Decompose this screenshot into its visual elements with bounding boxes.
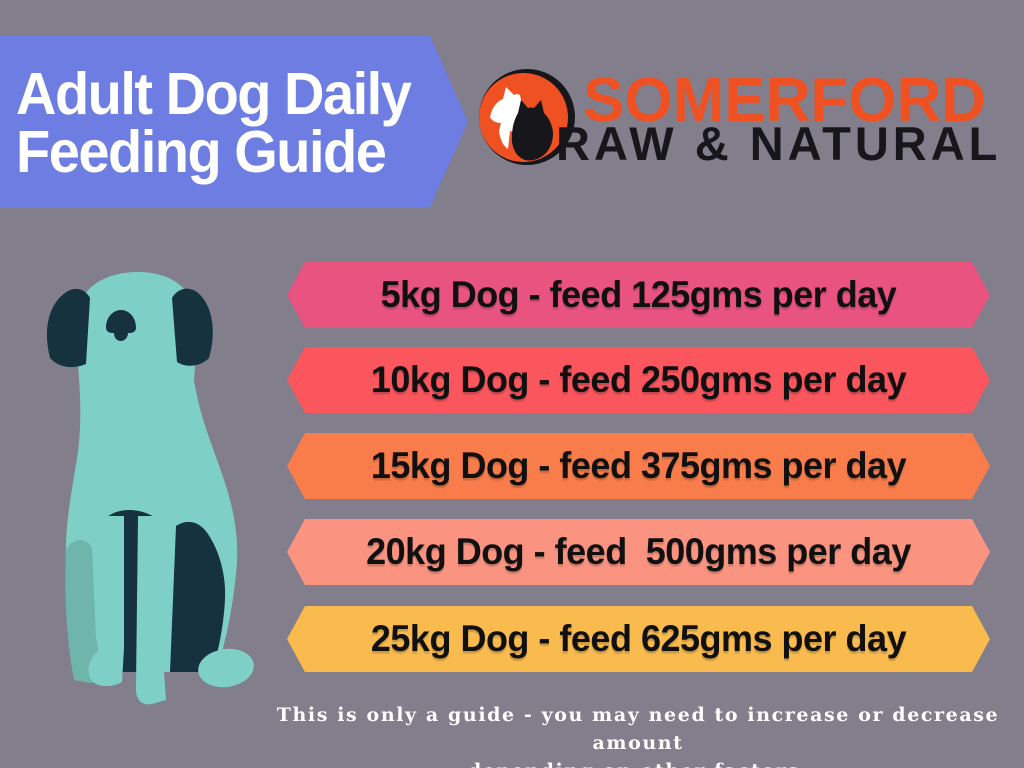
feeding-row-label: 15kg Dog - feed 375gms per day — [370, 444, 907, 487]
disclaimer-line1: This is only a guide - you may need to i… — [276, 704, 1000, 754]
feeding-row-label: 20kg Dog - feed 500gms per day — [366, 530, 911, 573]
dog-hind-leg — [65, 539, 99, 683]
feeding-rows: 5kg Dog - feed 125gms per day 10kg Dog -… — [287, 0, 990, 768]
dog-cat-circle-logo-icon — [479, 69, 575, 165]
title-banner: Adult Dog Daily Feeding Guide — [0, 36, 468, 207]
feeding-row-label: 10kg Dog - feed 250gms per day — [370, 358, 907, 401]
feeding-row-25kg: 25kg Dog - feed 625gms per day — [287, 606, 990, 672]
feeding-row-20kg: 20kg Dog - feed 500gms per day — [287, 519, 990, 585]
feeding-row-5kg: 5kg Dog - feed 125gms per day — [287, 262, 990, 328]
feeding-row-15kg: 15kg Dog - feed 375gms per day — [287, 433, 990, 499]
disclaimer-note: This is only a guide - you may need to i… — [262, 701, 1014, 768]
dog-front-left-leg — [88, 516, 124, 687]
logo-dog-profile — [490, 87, 527, 149]
brand-name: SOMERFORD — [583, 66, 986, 135]
dog-nose — [106, 310, 136, 341]
brand-tagline: RAW & NATURAL — [556, 117, 1002, 170]
dog-hind-paw — [198, 648, 254, 688]
feeding-row-10kg: 10kg Dog - feed 250gms per day — [287, 347, 990, 413]
disclaimer-line2: depending on other factors. — [262, 757, 1014, 768]
dog-shadow-right — [170, 521, 226, 672]
dog-front-right-leg — [135, 516, 168, 705]
feeding-row-label: 25kg Dog - feed 625gms per day — [370, 617, 907, 660]
logo-cat-silhouette — [511, 100, 553, 161]
sitting-dog-illustration — [46, 272, 254, 705]
dog-left-ear — [46, 288, 90, 368]
dog-right-ear — [172, 288, 213, 366]
poster-title-line1: Adult Dog Daily — [16, 59, 411, 127]
poster-title-line2: Feeding Guide — [16, 117, 386, 185]
feeding-row-label: 5kg Dog - feed 125gms per day — [380, 273, 897, 316]
